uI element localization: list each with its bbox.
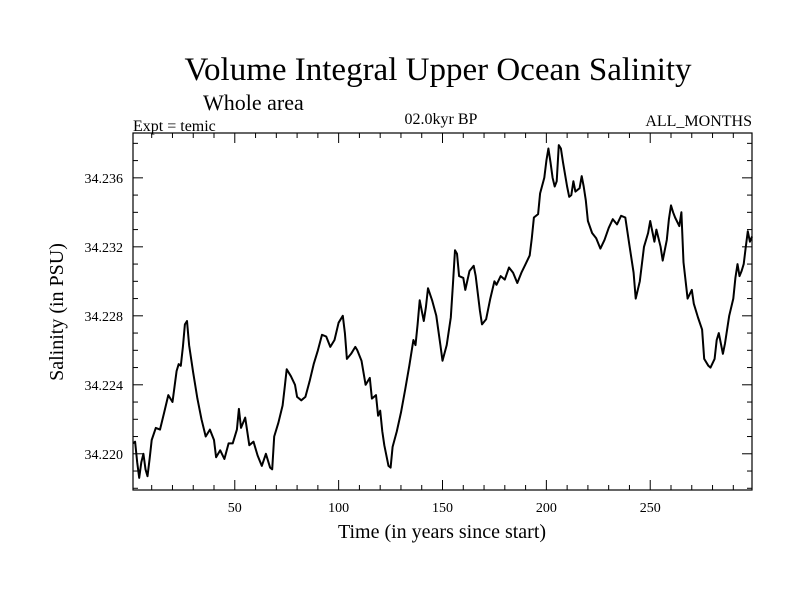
- series-layer: [132, 144, 753, 479]
- x-tick-label: 200: [536, 501, 557, 516]
- y-axis-label: Salinity (in PSU): [46, 243, 68, 381]
- x-axis: 50 100 150 200 250: [151, 133, 734, 516]
- y-tick-label: 34.232: [85, 241, 124, 256]
- experiment-label: Expt = temic: [133, 118, 216, 135]
- x-tick-label: 150: [432, 501, 453, 516]
- months-label: ALL_MONTHS: [645, 113, 752, 130]
- plot-frame: [132, 132, 753, 491]
- x-tick-label: 250: [640, 501, 661, 516]
- chart-subtitle: Whole area: [203, 90, 304, 115]
- period-label: 02.0kyr BP: [405, 111, 478, 128]
- y-tick-label: 34.236: [85, 172, 124, 187]
- y-tick-label: 34.220: [85, 448, 124, 463]
- x-axis-label: Time (in years since start): [338, 521, 546, 543]
- series-line-salinity: [132, 144, 753, 479]
- y-tick-label: 34.224: [85, 379, 124, 394]
- x-tick-label: 100: [328, 501, 349, 516]
- y-tick-label: 34.228: [85, 310, 124, 325]
- y-axis: 34.220 34.224 34.228 34.232 34.236: [85, 142, 752, 489]
- x-tick-label: 50: [228, 501, 242, 516]
- chart-title: Volume Integral Upper Ocean Salinity: [184, 52, 692, 88]
